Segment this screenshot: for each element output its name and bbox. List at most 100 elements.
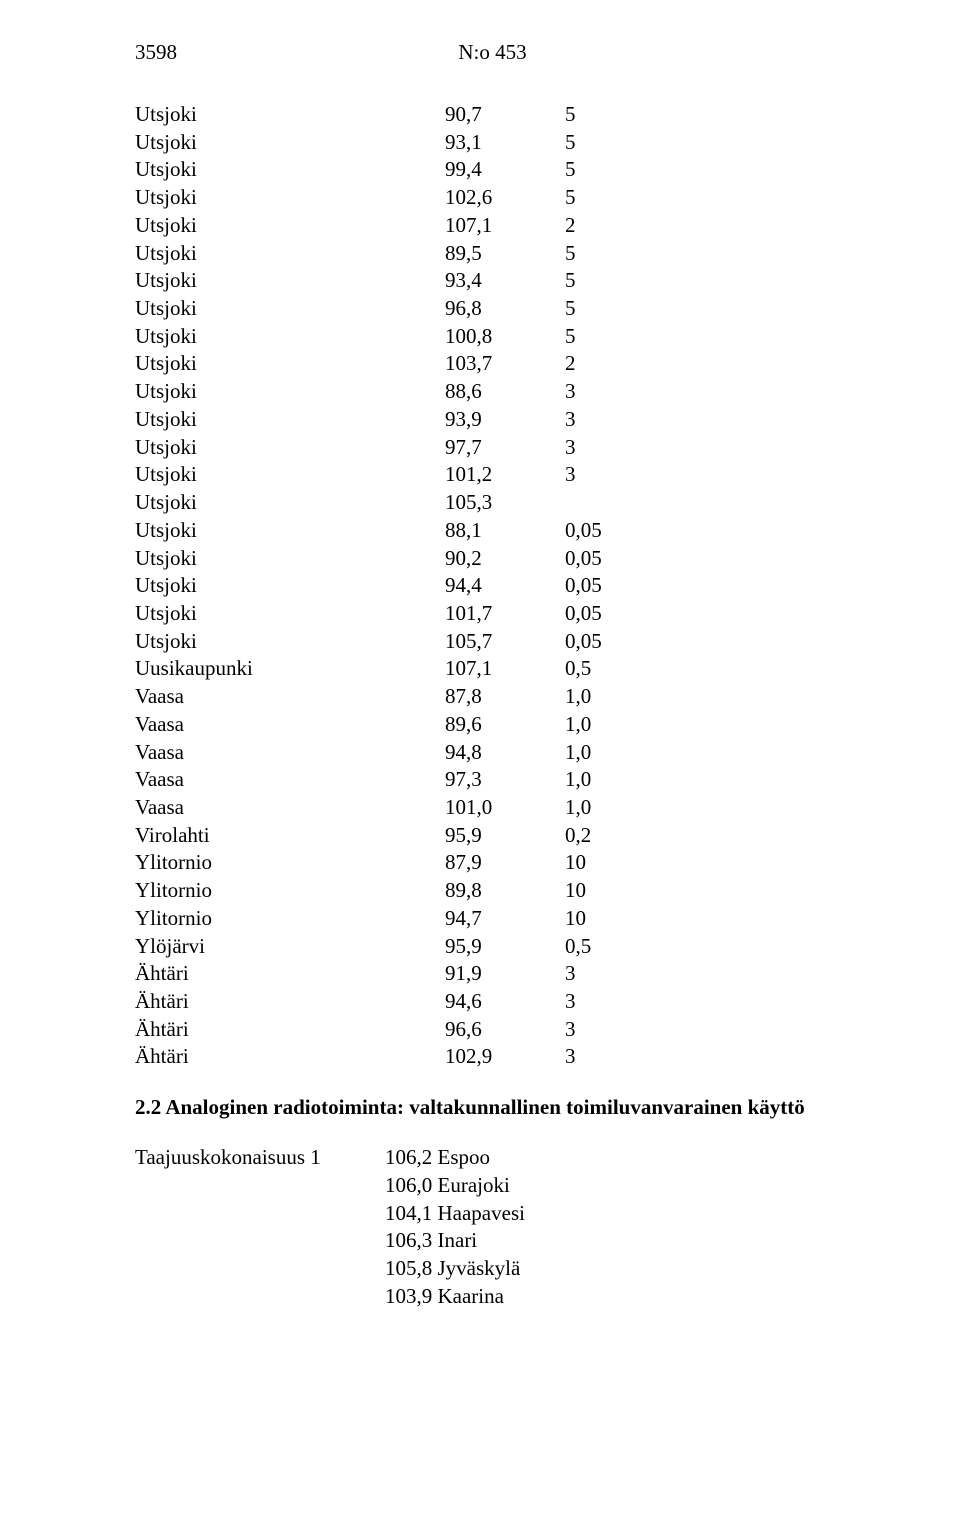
cell-value-1: 93,9 [445, 406, 565, 434]
cell-value-2: 1,0 [565, 766, 655, 794]
cell-value-1: 99,4 [445, 156, 565, 184]
frequency-row: 103,9 Kaarina [135, 1283, 850, 1311]
cell-name: Ähtäri [135, 988, 445, 1016]
cell-name: Virolahti [135, 822, 445, 850]
table-row: Utsjoki90,20,05 [135, 545, 850, 573]
cell-value-2: 2 [565, 212, 655, 240]
cell-name: Vaasa [135, 711, 445, 739]
cell-name: Utsjoki [135, 350, 445, 378]
cell-name: Utsjoki [135, 572, 445, 600]
cell-value-1: 97,7 [445, 434, 565, 462]
table-row: Utsjoki93,93 [135, 406, 850, 434]
cell-value-1: 93,1 [445, 129, 565, 157]
table-row: Utsjoki93,45 [135, 267, 850, 295]
cell-value-2: 10 [565, 905, 655, 933]
cell-name: Ylitornio [135, 905, 445, 933]
cell-value-2: 10 [565, 849, 655, 877]
cell-value-1: 89,6 [445, 711, 565, 739]
frequency-row: 105,8 Jyväskylä [135, 1255, 850, 1283]
cell-value-1: 89,5 [445, 240, 565, 268]
cell-value-1: 94,6 [445, 988, 565, 1016]
table-row: Utsjoki101,23 [135, 461, 850, 489]
cell-value-2: 3 [565, 461, 655, 489]
cell-name: Utsjoki [135, 184, 445, 212]
cell-name: Utsjoki [135, 434, 445, 462]
cell-value-2: 5 [565, 184, 655, 212]
cell-value-1: 94,8 [445, 739, 565, 767]
table-row: Utsjoki107,12 [135, 212, 850, 240]
table-row: Utsjoki88,10,05 [135, 517, 850, 545]
cell-value-1: 90,2 [445, 545, 565, 573]
cell-value-2: 3 [565, 1016, 655, 1044]
frequency-group: Taajuuskokonaisuus 1106,2 Espoo106,0 Eur… [135, 1144, 850, 1310]
cell-value-1: 90,7 [445, 101, 565, 129]
cell-name: Vaasa [135, 766, 445, 794]
cell-name: Utsjoki [135, 406, 445, 434]
table-row: Ylitornio94,710 [135, 905, 850, 933]
cell-value-1: 96,6 [445, 1016, 565, 1044]
table-row: Ähtäri102,93 [135, 1043, 850, 1071]
cell-name: Ylöjärvi [135, 933, 445, 961]
cell-value-1: 95,9 [445, 822, 565, 850]
cell-name: Utsjoki [135, 378, 445, 406]
cell-name: Utsjoki [135, 240, 445, 268]
table-row: Utsjoki100,85 [135, 323, 850, 351]
cell-name: Utsjoki [135, 517, 445, 545]
cell-value-2: 0,05 [565, 517, 655, 545]
page-header: 3598 N:o 453 [135, 40, 850, 65]
frequency-entry: 104,1 Haapavesi [385, 1200, 525, 1228]
table-row: Ähtäri91,93 [135, 960, 850, 988]
cell-value-2: 3 [565, 378, 655, 406]
table-row: Vaasa94,81,0 [135, 739, 850, 767]
cell-value-1: 88,6 [445, 378, 565, 406]
frequency-group-label: Taajuuskokonaisuus 1 [135, 1144, 385, 1172]
cell-value-1: 105,3 [445, 489, 565, 517]
cell-name: Vaasa [135, 739, 445, 767]
cell-name: Vaasa [135, 794, 445, 822]
table-row: Ylitornio89,810 [135, 877, 850, 905]
table-row: Utsjoki103,72 [135, 350, 850, 378]
cell-value-2: 3 [565, 988, 655, 1016]
cell-value-2: 1,0 [565, 683, 655, 711]
table-row: Utsjoki90,75 [135, 101, 850, 129]
frequency-row: Taajuuskokonaisuus 1106,2 Espoo [135, 1144, 850, 1172]
cell-value-1: 91,9 [445, 960, 565, 988]
cell-value-2: 0,2 [565, 822, 655, 850]
cell-value-2 [565, 489, 655, 517]
table-row: Utsjoki99,45 [135, 156, 850, 184]
table-row: Ylöjärvi95,90,5 [135, 933, 850, 961]
cell-value-1: 100,8 [445, 323, 565, 351]
cell-value-1: 101,2 [445, 461, 565, 489]
table-row: Utsjoki105,70,05 [135, 628, 850, 656]
cell-value-2: 0,05 [565, 600, 655, 628]
cell-value-1: 107,1 [445, 655, 565, 683]
cell-name: Utsjoki [135, 628, 445, 656]
cell-name: Vaasa [135, 683, 445, 711]
frequency-row: 106,3 Inari [135, 1227, 850, 1255]
cell-value-1: 101,7 [445, 600, 565, 628]
cell-name: Ähtäri [135, 1016, 445, 1044]
cell-value-2: 1,0 [565, 794, 655, 822]
table-row: Vaasa101,01,0 [135, 794, 850, 822]
cell-value-2: 0,05 [565, 628, 655, 656]
cell-value-1: 95,9 [445, 933, 565, 961]
cell-name: Ähtäri [135, 960, 445, 988]
cell-name: Utsjoki [135, 489, 445, 517]
cell-value-2: 5 [565, 323, 655, 351]
cell-value-2: 1,0 [565, 711, 655, 739]
cell-value-2: 3 [565, 406, 655, 434]
frequency-group-label [135, 1200, 385, 1228]
frequency-group-label [135, 1255, 385, 1283]
cell-value-1: 94,4 [445, 572, 565, 600]
table-row: Utsjoki89,55 [135, 240, 850, 268]
cell-value-1: 97,3 [445, 766, 565, 794]
frequency-entry: 106,0 Eurajoki [385, 1172, 510, 1200]
table-row: Ähtäri96,63 [135, 1016, 850, 1044]
table-row: Utsjoki96,85 [135, 295, 850, 323]
table-row: Uusikaupunki107,10,5 [135, 655, 850, 683]
table-row: Vaasa89,61,0 [135, 711, 850, 739]
frequency-row: 106,0 Eurajoki [135, 1172, 850, 1200]
cell-value-2: 0,5 [565, 655, 655, 683]
cell-value-2: 0,05 [565, 572, 655, 600]
cell-value-2: 0,05 [565, 545, 655, 573]
